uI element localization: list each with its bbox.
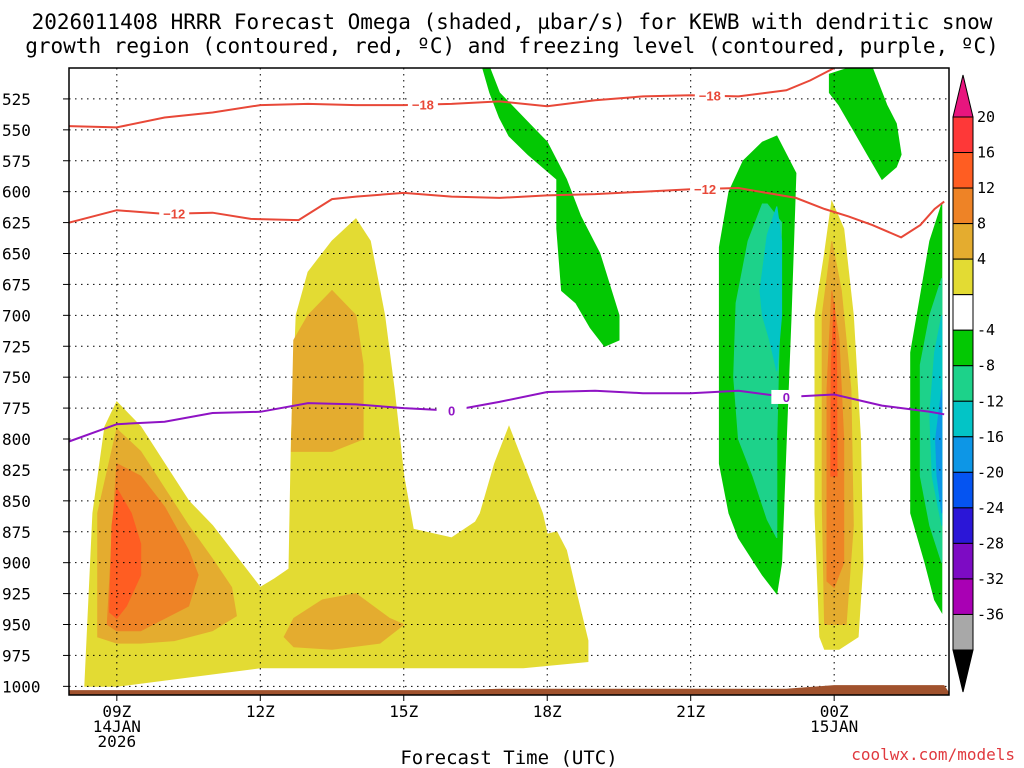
x-tick-label: 21Z bbox=[676, 702, 705, 721]
plot-frame bbox=[68, 67, 950, 696]
contour-line-0 bbox=[69, 389, 945, 443]
contour-lines: −18 −18 −12 −12 0 0 bbox=[69, 68, 945, 443]
x-tick-label: 12Z bbox=[246, 702, 275, 721]
x-tick-date-label: 14JAN bbox=[93, 717, 141, 736]
colorbar-swatch bbox=[952, 507, 974, 544]
x-axis-label: Forecast Time (UTC) bbox=[400, 747, 617, 768]
x-tick-label: 00Z bbox=[820, 702, 849, 721]
y-tick-label: 750 bbox=[2, 368, 31, 387]
x-tick-label: 18Z bbox=[533, 702, 562, 721]
y-tick-label: 975 bbox=[2, 646, 31, 665]
y-tick-label: 625 bbox=[2, 214, 31, 233]
x-tick-date-label: 2026 bbox=[98, 732, 137, 751]
y-tick-label: 600 bbox=[2, 183, 31, 202]
colorbar-swatch bbox=[952, 436, 974, 473]
y-tick-label: 775 bbox=[2, 399, 31, 418]
omega-region-8b bbox=[290, 289, 364, 452]
colorbar: 20 16 12 8 4 -4 -8 -12 -16 -20 -24 -28 -32 -36 bbox=[952, 74, 1004, 693]
colorbar-label: -16 bbox=[977, 428, 1004, 446]
colorbar-bottom-arrow bbox=[952, 649, 974, 693]
colorbar-label: -24 bbox=[977, 499, 1004, 517]
colorbar-swatch bbox=[952, 152, 974, 189]
y-tick-label: 650 bbox=[2, 245, 31, 264]
colorbar-swatch bbox=[952, 223, 974, 260]
colorbar-label: -20 bbox=[977, 463, 1004, 481]
omega-region--4a bbox=[482, 68, 620, 347]
x-tick-date-label: 15JAN bbox=[810, 717, 858, 736]
contour-label-bg bbox=[690, 181, 721, 196]
contour-label-0: 0 bbox=[448, 404, 455, 419]
contour-line--18 bbox=[69, 68, 835, 129]
credit-link[interactable]: coolwx.com/models bbox=[851, 745, 1015, 764]
omega-region--12a bbox=[759, 206, 783, 372]
colorbar-label: -36 bbox=[977, 605, 1004, 623]
y-tick-label: 525 bbox=[2, 90, 31, 109]
y-tick-label: 550 bbox=[2, 121, 31, 140]
y-axis: 525 550 575 600 625 650 675 700 725 750 775 800 825 8… bbox=[2, 90, 69, 696]
colorbar-swatch bbox=[952, 294, 974, 331]
contour-label--18: −18 bbox=[699, 89, 721, 104]
colorbar-swatch bbox=[952, 329, 974, 367]
y-tick-label: 800 bbox=[2, 430, 31, 449]
colorbar-swatch bbox=[952, 187, 974, 225]
contour-label-0: 0 bbox=[783, 390, 790, 405]
y-tick-label: 725 bbox=[2, 337, 31, 356]
y-tick-label: 575 bbox=[2, 152, 31, 171]
contour-label--12: −12 bbox=[163, 207, 185, 222]
y-tick-label: 675 bbox=[2, 275, 31, 294]
colorbar-top-arrow bbox=[952, 74, 974, 118]
contour-label-bg bbox=[407, 97, 438, 112]
omega-region-8c bbox=[283, 593, 405, 650]
colorbar-label: -4 bbox=[977, 321, 995, 339]
terrain-surface bbox=[69, 685, 949, 695]
colorbar-label: 16 bbox=[977, 144, 995, 162]
omega-region--4c bbox=[828, 68, 902, 181]
colorbar-label: 20 bbox=[977, 108, 995, 126]
colorbar-swatch bbox=[952, 613, 974, 651]
y-tick-label: 900 bbox=[2, 554, 31, 573]
y-tick-label: 875 bbox=[2, 523, 31, 542]
terrain-layer bbox=[69, 685, 949, 695]
chart-title-line-2: growth region (contoured, red, ºC) and f… bbox=[25, 34, 999, 58]
colorbar-label: 12 bbox=[977, 179, 995, 197]
colorbar-label: -12 bbox=[977, 392, 1004, 410]
contour-label-bg bbox=[159, 206, 190, 221]
colorbar-label: 8 bbox=[977, 215, 986, 233]
omega-shading bbox=[84, 68, 943, 687]
contour-label--12: −12 bbox=[694, 182, 716, 197]
contour-label-bg bbox=[694, 88, 725, 103]
y-tick-label: 925 bbox=[2, 585, 31, 604]
y-tick-label: 825 bbox=[2, 461, 31, 480]
y-tick-label: 850 bbox=[2, 492, 31, 511]
y-tick-label: 950 bbox=[2, 616, 31, 635]
grid-lines bbox=[69, 68, 949, 695]
x-tick-label: 09Z bbox=[102, 702, 131, 721]
colorbar-label: -8 bbox=[977, 357, 995, 375]
chart-title-line-1: 2026011408 HRRR Forecast Omega (shaded, … bbox=[32, 10, 993, 34]
contour-label--18: −18 bbox=[412, 98, 434, 113]
contour-label-bg bbox=[436, 403, 467, 418]
y-tick-label: 700 bbox=[2, 306, 31, 325]
x-tick-label: 15Z bbox=[389, 702, 418, 721]
colorbar-swatch bbox=[952, 116, 974, 154]
omega-region-16 bbox=[109, 486, 142, 620]
colorbar-swatch bbox=[952, 400, 974, 438]
colorbar-swatch bbox=[952, 365, 974, 402]
contour-label-bg bbox=[771, 389, 802, 404]
colorbar-swatch bbox=[952, 258, 974, 296]
omega-region--16 bbox=[935, 389, 943, 514]
colorbar-label: -32 bbox=[977, 570, 1004, 588]
y-tick-label: 1000 bbox=[2, 677, 41, 696]
contour-line--12 bbox=[69, 186, 945, 239]
colorbar-swatch bbox=[952, 578, 974, 615]
colorbar-swatch bbox=[952, 542, 974, 580]
colorbar-label: 4 bbox=[977, 250, 986, 268]
plot-area: −18 −18 −12 −12 0 0 bbox=[68, 67, 950, 696]
colorbar-label: -28 bbox=[977, 534, 1004, 552]
colorbar-swatch bbox=[952, 471, 974, 509]
